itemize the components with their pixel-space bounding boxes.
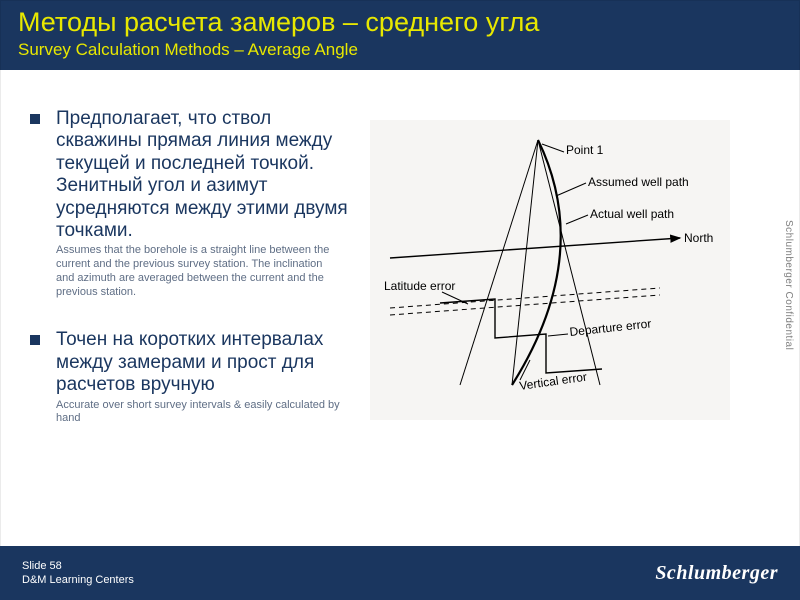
diagram-svg: North Point 1 Assumed well path Actual well… — [370, 120, 730, 420]
svg-text:Departure error: Departure error — [569, 316, 652, 338]
slide: Методы расчета замеров – среднего угла S… — [0, 0, 800, 600]
bullet-1-russian: Предполагает, что ствол скважины прямая … — [56, 108, 350, 242]
text-column: Предполагает, что ствол скважины прямая … — [0, 90, 360, 540]
svg-text:North: North — [684, 231, 713, 245]
slide-number: Slide 58 — [22, 559, 134, 573]
slide-header: Методы расчета замеров – среднего угла S… — [0, 0, 800, 70]
footer-info: Slide 58 D&M Learning Centers — [22, 559, 134, 588]
bullet-1: Предполагает, что ствол скважины прямая … — [56, 108, 350, 299]
svg-text:Latitude error: Latitude error — [384, 279, 455, 293]
svg-text:Actual well path: Actual well path — [590, 207, 674, 221]
bullet-1-english: Assumes that the borehole is a straight … — [56, 244, 350, 299]
figure-column: North Point 1 Assumed well path Actual well… — [360, 90, 800, 540]
slide-footer: Slide 58 D&M Learning Centers Schlumberg… — [0, 546, 800, 600]
title-russian: Методы расчета замеров – среднего угла — [18, 8, 782, 38]
svg-text:Assumed well path: Assumed well path — [588, 175, 689, 189]
title-english: Survey Calculation Methods – Average Ang… — [18, 40, 782, 60]
schlumberger-logo: Schlumberger — [655, 562, 778, 585]
body: Предполагает, что ствол скважины прямая … — [0, 90, 800, 540]
svg-text:Point 1: Point 1 — [566, 143, 604, 157]
confidential-watermark: Schlumberger Confidential — [783, 220, 794, 350]
diagram-average-angle: North Point 1 Assumed well path Actual well… — [370, 120, 730, 420]
footer-org: D&M Learning Centers — [22, 573, 134, 587]
bullet-2-russian: Точен на коротких интервалах между замер… — [56, 329, 350, 396]
bullet-2-english: Accurate over short survey intervals & e… — [56, 399, 350, 427]
bullet-2: Точен на коротких интервалах между замер… — [56, 329, 350, 426]
